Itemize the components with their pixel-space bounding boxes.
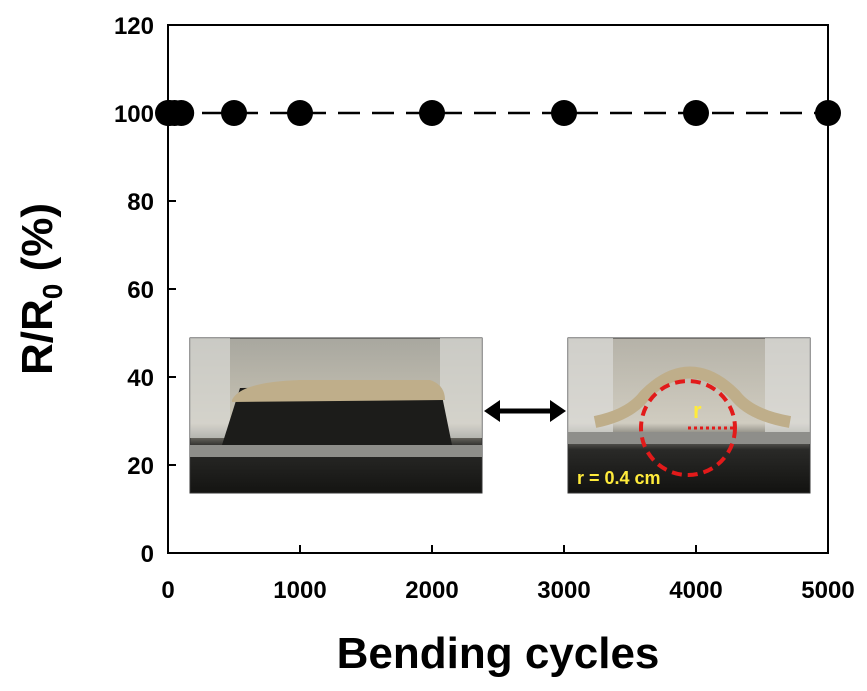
y-tick-label: 100 (114, 101, 154, 128)
y-tick-label: 120 (114, 13, 154, 40)
inset-photo-bent (567, 337, 811, 494)
inset-photo-flat (189, 337, 483, 494)
y-label-main: R/R (13, 299, 62, 375)
data-point (287, 100, 313, 126)
annotation: r (693, 398, 702, 423)
data-point (168, 100, 195, 126)
y-tick-label: 80 (127, 189, 154, 216)
data-point (815, 100, 841, 126)
y-tick-label: 40 (127, 365, 154, 392)
x-tick-label: 0 (161, 577, 174, 604)
data-point (221, 100, 247, 126)
annotation: r = 0.4 cm (577, 468, 661, 488)
y-label-subscript: 0 (37, 284, 68, 300)
y-axis-label: R/R0 (%) (13, 203, 68, 375)
x-tick-label: 1000 (273, 577, 326, 604)
y-tick-label: 60 (127, 277, 154, 304)
data-point (683, 100, 709, 126)
x-axis-label: Bending cycles (337, 629, 660, 678)
x-tick-label: 5000 (801, 577, 854, 604)
x-tick-label: 2000 (405, 577, 458, 604)
data-point (419, 100, 445, 126)
y-tick-label: 20 (127, 453, 154, 480)
x-tick-label: 3000 (537, 577, 590, 604)
y-label-suffix: (%) (13, 203, 62, 284)
y-tick-label: 0 (141, 541, 154, 568)
double-arrow (484, 400, 566, 422)
x-tick-label: 4000 (669, 577, 722, 604)
data-point (551, 100, 577, 126)
